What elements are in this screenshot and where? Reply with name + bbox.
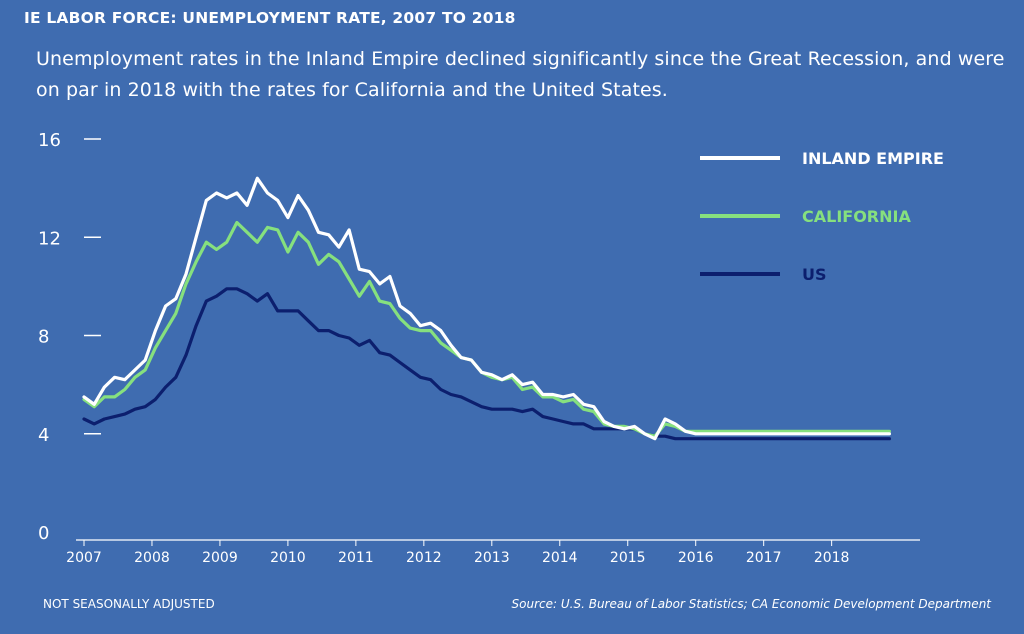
legend-label: CALIFORNIA (802, 207, 911, 226)
x-tick-label: 2010 (270, 550, 306, 566)
x-tick-label: 2014 (542, 550, 578, 566)
series-line-us (82, 287, 892, 441)
x-tick-label: 2009 (202, 550, 238, 566)
x-tick-label: 2018 (814, 550, 850, 566)
x-tick-label: 2011 (338, 550, 374, 566)
legend-label: INLAND EMPIRE (802, 149, 944, 168)
x-tick-label: 2016 (678, 550, 714, 566)
x-tick-label: 2012 (406, 550, 442, 566)
x-tick-label: 2017 (746, 550, 782, 566)
x-tick-label: 2007 (66, 550, 102, 566)
chart-plot-area (82, 176, 892, 441)
chart-title: IE LABOR FORCE: UNEMPLOYMENT RATE, 2007 … (24, 9, 516, 27)
series-line-california (82, 220, 892, 438)
chart-legend: INLAND EMPIRE CALIFORNIA US (700, 149, 944, 284)
y-tick-label: 12 (38, 228, 61, 249)
adjustment-note: NOT SEASONALLY ADJUSTED (43, 597, 215, 611)
y-tick-label: 4 (38, 425, 49, 446)
x-tick-label: 2013 (474, 550, 510, 566)
chart-axes: 0 4 8 12 16 2007 2008 2009 2010 2011 2012 2013 2014 2… (38, 130, 920, 566)
chart-subtitle: Unemployment rates in the Inland Empire … (36, 48, 1005, 101)
y-tick-label: 0 (38, 523, 49, 544)
x-tick-label: 2015 (610, 550, 646, 566)
y-tick-label: 8 (38, 327, 49, 348)
legend-label: US (802, 265, 827, 284)
x-tick-label: 2008 (134, 550, 170, 566)
y-tick-label: 16 (38, 130, 61, 151)
source-note: Source: U.S. Bureau of Labor Statistics;… (511, 597, 991, 611)
series-line-inland-empire (82, 176, 892, 441)
